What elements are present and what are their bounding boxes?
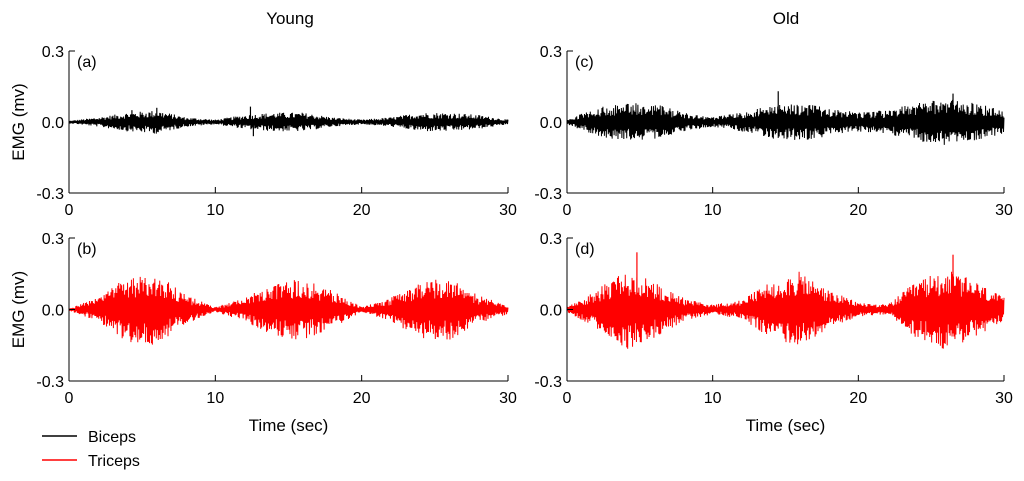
x-tick-label: 10: [704, 202, 722, 219]
panel-label: (c): [575, 54, 594, 71]
y-tick-label: -0.3: [534, 186, 562, 203]
panel-label: (d): [575, 241, 595, 258]
x-tick-label: 20: [353, 202, 371, 219]
x-tick-label: 30: [499, 390, 517, 407]
y-axis-label: EMG (mv): [9, 83, 28, 160]
panel-label: (a): [77, 54, 97, 71]
y-tick-label: 0.3: [540, 231, 562, 248]
x-tick-label: 30: [995, 390, 1013, 407]
panel-d: 0.3 0.0 -0.30 10 20 30 (d) Time (sec): [534, 231, 1013, 435]
x-tick-label: 0: [65, 202, 74, 219]
y-tick-label: 0.0: [540, 115, 562, 132]
legend: Biceps Triceps: [42, 429, 140, 470]
y-tick-label: -0.3: [36, 186, 64, 203]
x-tick-label: 10: [206, 390, 224, 407]
x-tick-label: 30: [995, 202, 1013, 219]
emg-trace-biceps: [566, 99, 1005, 145]
x-tick-label: 10: [206, 202, 224, 219]
y-tick-label: 0.0: [42, 303, 64, 320]
panel-a: 0.3 0.0 -0.30 10 20 30 (a) EMG (mv): [9, 44, 517, 219]
column-title-old: Old: [773, 9, 799, 28]
x-tick-label: 20: [849, 202, 867, 219]
x-tick-label: 30: [499, 202, 517, 219]
x-axis-label: Time (sec): [746, 416, 826, 435]
panel-label: (b): [77, 241, 97, 258]
x-tick-label: 0: [563, 390, 572, 407]
panel-b: 0.3 0.0 -0.30 10 20 30 (b) EMG (mv) Time (sec): [9, 231, 517, 435]
legend-triceps-label: Triceps: [88, 453, 140, 470]
y-tick-label: 0.3: [540, 44, 562, 61]
emg-trace-biceps: [68, 111, 509, 134]
x-tick-label: 0: [65, 390, 74, 407]
panels: 0.30.0-0.30 10 20 30(a)EMG (mv)0.30.0-0.30 1…: [9, 44, 1013, 435]
emg-trace-triceps: [566, 271, 1005, 349]
x-tick-label: 20: [353, 390, 371, 407]
y-axis-label: EMG (mv): [9, 271, 28, 348]
y-tick-label: 0.3: [42, 44, 64, 61]
y-tick-label: 0.3: [42, 231, 64, 248]
x-axis-label: Time (sec): [249, 416, 329, 435]
emg-trace-triceps: [68, 276, 509, 345]
x-tick-label: 20: [849, 390, 867, 407]
y-tick-label: 0.0: [540, 303, 562, 320]
y-tick-label: 0.0: [42, 115, 64, 132]
y-tick-label: -0.3: [534, 374, 562, 391]
panel-c: 0.3 0.0 -0.30 10 20 30 (c): [534, 44, 1013, 219]
legend-biceps-label: Biceps: [88, 429, 136, 446]
x-tick-label: 10: [704, 390, 722, 407]
column-title-young: Young: [266, 9, 314, 28]
y-tick-label: -0.3: [36, 374, 64, 391]
x-tick-label: 0: [563, 202, 572, 219]
